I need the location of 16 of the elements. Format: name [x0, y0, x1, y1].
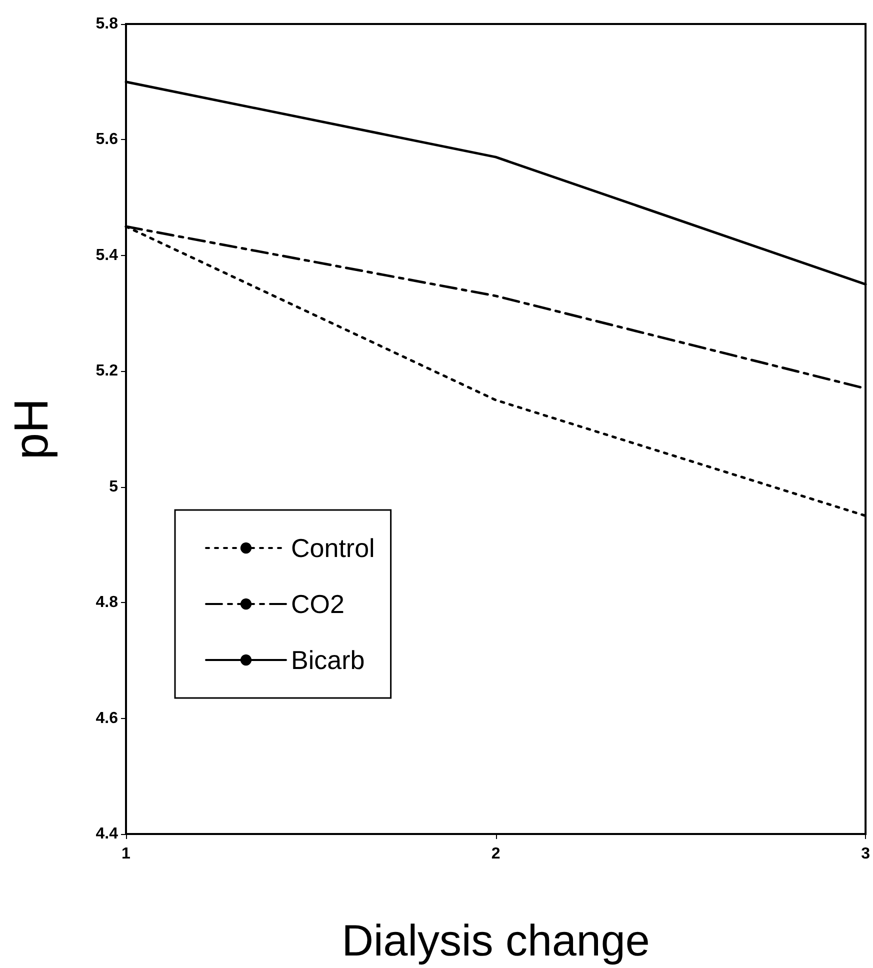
y-axis-title: pH	[6, 398, 58, 460]
y-tick-label: 4.6	[96, 710, 118, 727]
y-tick-label: 5	[109, 478, 118, 496]
x-tick-label: 2	[491, 846, 500, 862]
x-tick-label: 1	[122, 846, 131, 862]
y-tick-label: 5.2	[96, 362, 118, 380]
x-axis-title: Dialysis change	[342, 916, 650, 966]
y-tick-label: 4.4	[96, 826, 118, 842]
y-tick-label: 5.4	[96, 246, 118, 264]
legend-label: Bicarb	[291, 645, 365, 675]
y-tick-label: 5.6	[96, 131, 118, 148]
y-tick-label: 5.8	[96, 16, 118, 32]
y-tick-label: 4.8	[96, 594, 118, 612]
legend-label: CO2	[291, 589, 344, 619]
legend-label: Control	[291, 533, 375, 563]
x-tick-label: 3	[861, 846, 870, 862]
